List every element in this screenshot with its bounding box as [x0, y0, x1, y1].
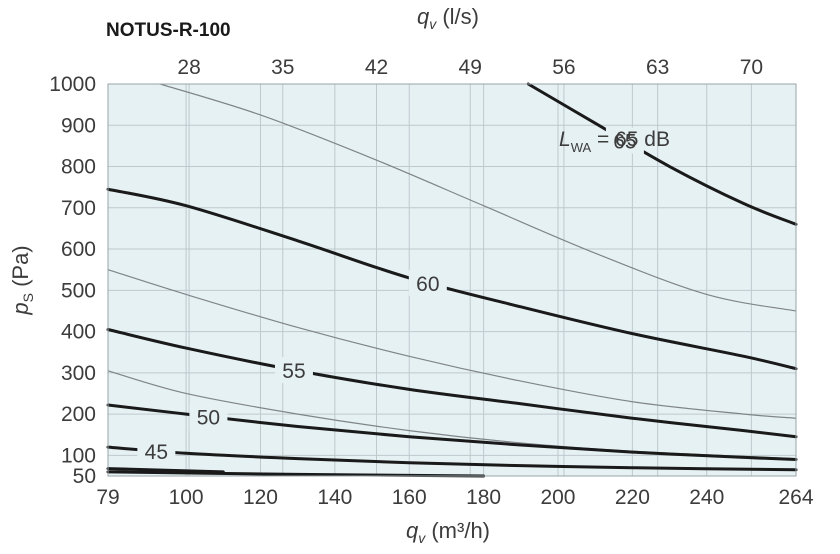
curve-label-bg	[408, 269, 447, 296]
y-tick-label: 50	[73, 465, 96, 488]
x-tick-label: 220	[615, 486, 650, 509]
annotation-l: L	[559, 128, 571, 151]
curve-label-bg	[274, 357, 313, 384]
major-curve	[106, 328, 798, 439]
x-axis-title: qv (m³/h)	[406, 518, 490, 546]
curve-label: 60	[416, 273, 439, 296]
y-tick-label: 600	[61, 238, 96, 261]
top-tick-label: 63	[646, 56, 669, 79]
y-tick-label: 1000	[49, 73, 96, 96]
curve-label: 45	[145, 441, 168, 464]
y-axis-title: pS (Pa)	[8, 245, 36, 315]
curve-labels: 65 60 55 50 45	[137, 127, 644, 464]
y-tick-label: 700	[61, 197, 96, 220]
annotation-sub: WA	[571, 140, 592, 155]
x-tick-label: 140	[317, 486, 352, 509]
major-curve	[106, 187, 798, 371]
y-axis-var: p	[8, 302, 33, 315]
major-curve	[526, 82, 798, 226]
top-axis-var-sub: v	[429, 16, 437, 32]
top-tick-label: 56	[552, 56, 575, 79]
chart-title: NOTUS-R-100	[106, 20, 231, 41]
curve-label-bg	[137, 437, 176, 464]
y-tick-label: 400	[61, 321, 96, 344]
y-axis-var-sub: S	[20, 293, 36, 302]
minor-curve	[159, 83, 797, 312]
major-curve	[106, 445, 798, 472]
x-tick-label: 120	[243, 486, 278, 509]
x-axis-var: q	[406, 518, 419, 543]
major-curve	[106, 467, 225, 474]
top-tick-label: 70	[740, 56, 763, 79]
y-tick-label: 200	[61, 403, 96, 426]
annotation-lwa: LWA = 65 dB	[559, 128, 670, 155]
curve-label: 65	[613, 131, 636, 154]
x-tick-label: 160	[392, 486, 427, 509]
top-tick-label: 28	[177, 56, 200, 79]
top-axis-title: qv (l/s)	[417, 4, 479, 32]
curve-label: 50	[197, 407, 220, 430]
y-tick-label: 300	[61, 362, 96, 385]
top-tick-label: 35	[271, 56, 294, 79]
curve-label-bg	[605, 127, 644, 154]
x-tick-label: 100	[169, 486, 204, 509]
x-tick-label: 180	[466, 486, 501, 509]
top-tick-label: 42	[365, 56, 388, 79]
y-axis-unit: (Pa)	[8, 245, 33, 293]
curve-label-bg	[189, 403, 228, 430]
top-axis-ticks: 28 35 42 49 56 63 70	[177, 56, 763, 79]
top-tick-label: 49	[459, 56, 482, 79]
y-tick-label: 500	[61, 279, 96, 302]
y-tick-label: 900	[61, 114, 96, 137]
top-axis-var: q	[417, 4, 430, 29]
x-axis-unit: (m³/h)	[425, 518, 490, 543]
y-tick-label: 100	[61, 444, 96, 467]
x-tick-label: 200	[540, 486, 575, 509]
x-tick-label: 264	[778, 486, 813, 509]
curve-label: 55	[282, 360, 305, 383]
y-tick-label: 800	[61, 156, 96, 179]
x-axis-ticks: 79 100 120 140 160 180 200 220 240 264	[96, 486, 814, 509]
x-tick-label: 240	[689, 486, 724, 509]
x-tick-label: 79	[96, 486, 119, 509]
top-axis-unit: (l/s)	[436, 4, 479, 29]
x-axis-var-sub: v	[418, 530, 426, 546]
minor-curve	[107, 269, 797, 419]
annotation-text: = 65 dB	[591, 128, 670, 151]
plot-frame	[107, 83, 797, 477]
